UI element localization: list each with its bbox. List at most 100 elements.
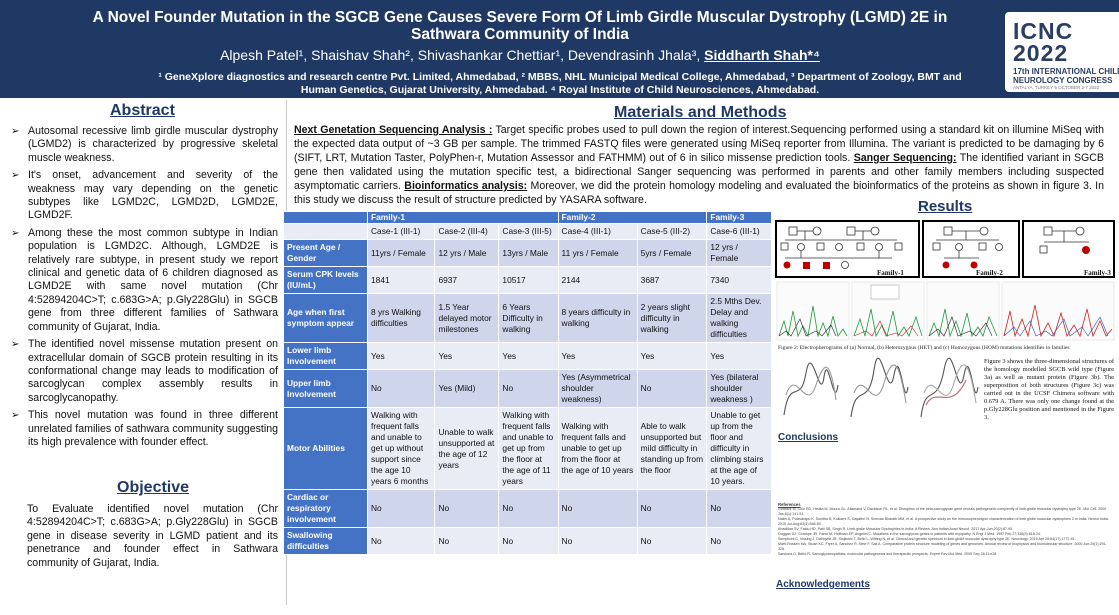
table-cell: No <box>706 527 772 555</box>
case-header: Case-2 (III-4) <box>434 223 500 240</box>
table-cell: No <box>498 489 559 528</box>
table-cell: Walking with frequent falls and unable t… <box>557 407 638 490</box>
table-cell: Unable to get up from the floor and diff… <box>706 407 772 490</box>
family-header: Family-2 <box>557 211 708 224</box>
table-cell: No <box>366 489 436 528</box>
table-cell: 2144 <box>557 266 638 294</box>
table-cell: 13yrs / Male <box>498 239 559 267</box>
sanger-text: The identified variant in SGCB gene then… <box>294 152 1104 192</box>
reference-item: Duggan DJ, Gorospe JR, Fanin M, Hoffman … <box>778 532 1041 536</box>
family-row: Family-1 Family-2 Family-3 <box>283 211 772 224</box>
author-list: Alpesh Patel¹, Shaishav Shah², Shivashan… <box>70 47 970 63</box>
reference-item: Sandona D, Betto R. Sarcoglycanopathies:… <box>778 552 998 556</box>
table-cell: No <box>636 369 708 408</box>
table-cell: Unable to walk unsupported at the age of… <box>434 407 500 490</box>
table-cell: 7340 <box>706 266 772 294</box>
ngs-text: Target specific probes used to pull down… <box>294 124 1104 164</box>
abstract-bullet: ➢ The identified novel missense mutation … <box>11 338 278 404</box>
row-header: Age when first symptom appear <box>283 293 368 343</box>
table-cell: Yes <box>366 342 436 370</box>
abstract-bullet: ➢ This novel mutation was found in three … <box>11 409 278 448</box>
table-cell: 11yrs / Female <box>366 239 436 267</box>
table-cell: No <box>498 527 559 555</box>
abstract-bullets: ➢ Autosomal recessive limb girdle muscula… <box>11 125 278 453</box>
table-cell: Yes (Asymmetrical shoulder weakness) <box>557 369 638 408</box>
references-heading: References <box>778 502 801 507</box>
logo-mark: ICNC 2022 <box>1013 18 1074 66</box>
logo-dates: ANTALYA, TURKEY 5 OCTOBER 2-7 2022 <box>1013 85 1100 90</box>
table-cell: 6 Years Difficulty in walking <box>498 293 559 343</box>
family-header: Family-1 <box>367 211 559 224</box>
table-row: Motor Abilities Walking with frequent fal… <box>283 407 772 490</box>
arrow-icon: ➢ <box>11 227 20 239</box>
table-cell: 8 years difficulty in walking <box>557 293 638 343</box>
sanger-label: Sanger Sequencing: <box>853 152 957 164</box>
bio-text: Moreover, we did the protein homology mo… <box>294 180 1104 206</box>
family-label: Family-1 <box>877 269 904 277</box>
objective-text: To Evaluate identified novel mutation (C… <box>27 503 278 569</box>
poster-header: A Novel Founder Mutation in the SGCB Gen… <box>0 0 1119 98</box>
table-row: Age when first symptom appear 8 yrs Walki… <box>283 293 772 343</box>
table-cell: 8 yrs Walking difficulties <box>366 293 436 343</box>
reference-item: Gorbacz M, Colo RD, Hrstka M, Moura GL, … <box>778 507 1107 516</box>
objective-heading: Objective <box>117 479 190 496</box>
table-corner <box>283 211 368 224</box>
methods-text: Next Genetation Sequencing Analysis : Ta… <box>294 123 1104 207</box>
arrow-icon: ➢ <box>11 170 20 182</box>
arrow-icon: ➢ <box>11 339 20 351</box>
table-cell: No <box>366 369 436 408</box>
table-cell: 1841 <box>366 266 436 294</box>
table-cell: No <box>366 527 436 555</box>
table-cell: Yes <box>498 342 559 370</box>
table-cell: 6937 <box>434 266 500 294</box>
row-header: Swallowing difficulties <box>283 527 368 555</box>
pedigree-chart <box>932 226 1003 269</box>
arrow-icon: ➢ <box>11 410 20 422</box>
electropherogram-traces <box>776 281 1115 341</box>
table-cell: No <box>557 489 638 528</box>
table-cell: No <box>706 489 772 528</box>
panel-c <box>926 281 1000 341</box>
pedigree-family-2: Family-2 <box>922 220 1020 278</box>
table-cell: 2 years slight difficulty in walking <box>636 293 708 343</box>
conference-logo: ICNC 2022 17th INTERNATIONAL CHILD NEUROLO… <box>1005 12 1119 92</box>
case-header: Case-5 (III-2) <box>636 223 708 240</box>
table-cell: Yes <box>434 342 500 370</box>
table-row: Present Age / Gender 11yrs / Female 12 yrs… <box>283 239 772 267</box>
case-header: Case-4 (III-1) <box>557 223 638 240</box>
authors-text: Alpesh Patel¹, Shaishav Shah², Shivashan… <box>220 47 705 63</box>
row-header: Cardiac or respiratory involvement <box>283 489 368 528</box>
case-header: Case-3 (III-5) <box>498 223 559 240</box>
table-cell: 11 yrs / Female <box>557 239 638 267</box>
table-row: Swallowing difficulties No No No No No No <box>283 527 772 555</box>
row-header: Lower limb Involvement <box>283 342 368 370</box>
abstract-bullet: ➢ Autosomal recessive limb girdle muscula… <box>11 125 278 164</box>
bio-label: Bioinformatics analysis: <box>404 180 528 192</box>
reference-item: Nalini A, Polavarapu K, Sunitha B, Kulka… <box>778 517 1109 526</box>
table-cell: No <box>557 527 638 555</box>
table-cell: No <box>434 489 500 528</box>
row-header: Serum CPK levels (IU/mL) <box>283 266 368 294</box>
table-cell: Walking with frequent falls and unable t… <box>366 407 436 490</box>
table-cell: 5yrs / Female <box>636 239 708 267</box>
case-header: Case-6 (III-1) <box>706 223 772 240</box>
panel-a <box>776 281 850 341</box>
table-row: Lower limb Involvement Yes Yes Yes Yes Yes Yes <box>283 342 772 370</box>
family-header: Family-3 <box>706 211 772 224</box>
row-header: Present Age / Gender <box>283 239 368 267</box>
protein-models <box>776 355 981 427</box>
abstract-bullet: ➢ Among these the most common subtype in … <box>11 226 278 333</box>
row-header: Motor Abilities <box>283 407 368 490</box>
results-heading: Results <box>918 198 973 215</box>
abstract-heading: Abstract <box>110 102 175 119</box>
protein-structures-figure <box>776 355 981 427</box>
family-label: Family-3 <box>1084 269 1111 277</box>
table-cell: Walking with frequent falls and unable t… <box>498 407 559 490</box>
reference-item: Semplicini C, Vissing J, Dahlqvist JR, S… <box>778 537 1076 541</box>
references: References Gorbacz M, Colo RD, Hrstka M,… <box>778 502 1110 557</box>
row-header: Upper limb Involvement <box>283 369 368 408</box>
affiliations: ¹ GeneXplore diagnostics and research ce… <box>158 71 962 96</box>
logo-text: 17th INTERNATIONAL CHILD NEUROLOGY CONGRE… <box>1013 67 1119 85</box>
pedigree-chart <box>780 226 903 269</box>
table-cell: 1.5 Year delayed motor milestones <box>434 293 500 343</box>
